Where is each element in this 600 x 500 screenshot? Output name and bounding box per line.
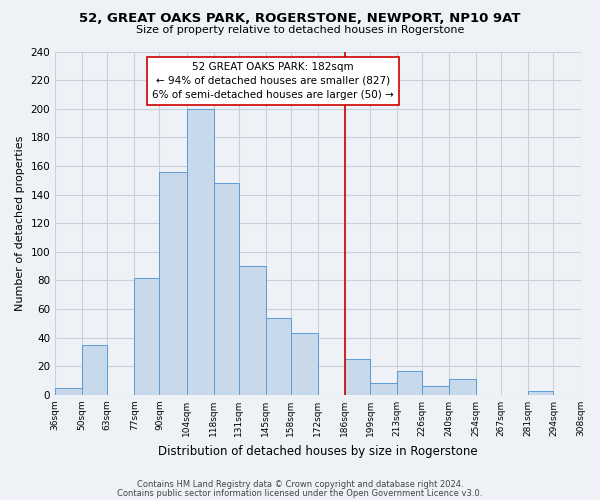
Bar [345, 359, 370, 395]
Bar [187, 108, 214, 395]
Text: Contains public sector information licensed under the Open Government Licence v3: Contains public sector information licen… [118, 488, 482, 498]
Bar [581, 390, 600, 395]
Text: Size of property relative to detached houses in Rogerstone: Size of property relative to detached ho… [136, 25, 464, 35]
Bar [82, 345, 107, 395]
Bar [529, 390, 553, 395]
Bar [55, 388, 82, 395]
Bar [449, 379, 476, 395]
Bar [266, 318, 291, 395]
Text: Contains HM Land Registry data © Crown copyright and database right 2024.: Contains HM Land Registry data © Crown c… [137, 480, 463, 489]
Bar [160, 172, 187, 395]
X-axis label: Distribution of detached houses by size in Rogerstone: Distribution of detached houses by size … [158, 444, 478, 458]
Bar [397, 370, 422, 395]
Text: 52, GREAT OAKS PARK, ROGERSTONE, NEWPORT, NP10 9AT: 52, GREAT OAKS PARK, ROGERSTONE, NEWPORT… [79, 12, 521, 26]
Bar [370, 384, 397, 395]
Bar [291, 334, 318, 395]
Bar [239, 266, 266, 395]
Text: 52 GREAT OAKS PARK: 182sqm
← 94% of detached houses are smaller (827)
6% of semi: 52 GREAT OAKS PARK: 182sqm ← 94% of deta… [152, 62, 394, 100]
Bar [422, 386, 449, 395]
Bar [214, 183, 239, 395]
Bar [134, 278, 160, 395]
Y-axis label: Number of detached properties: Number of detached properties [15, 136, 25, 311]
